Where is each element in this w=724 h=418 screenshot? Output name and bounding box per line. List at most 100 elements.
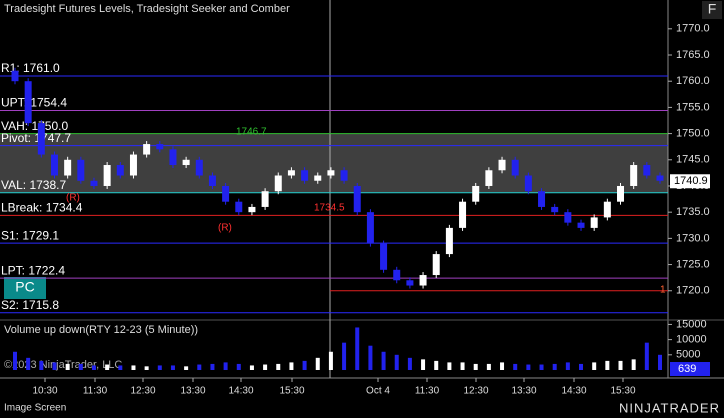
- volume-bar: [157, 365, 162, 370]
- pc-button[interactable]: [4, 277, 46, 299]
- time-label: 14:30: [561, 386, 586, 397]
- volume-bar: [644, 342, 649, 370]
- price-tick-label: 1760.0: [676, 75, 710, 87]
- volume-bar: [579, 363, 584, 370]
- volume-bar: [236, 363, 241, 370]
- candle-body: [603, 201, 611, 218]
- volume-title: Volume up down(RTY 12-23 (5 Minute)): [4, 324, 198, 336]
- volume-bar: [500, 362, 505, 370]
- corner-button[interactable]: [702, 1, 722, 19]
- volume-bar: [105, 364, 110, 370]
- volume-bar: [434, 360, 439, 370]
- time-label: 12:30: [463, 386, 488, 397]
- volume-bar: [447, 362, 452, 370]
- volume-bar: [368, 345, 373, 370]
- candle-body: [314, 175, 322, 181]
- candle-body: [380, 243, 388, 270]
- volume-bar: [39, 360, 44, 370]
- level-label: VAH: 1750.0: [1, 119, 68, 133]
- volume-bar: [13, 351, 17, 370]
- volume-bar: [473, 363, 478, 370]
- last-price-label: 1740.9: [674, 175, 708, 187]
- level-label: LPT: 1722.4: [1, 263, 65, 277]
- candle-body: [524, 175, 532, 192]
- candle-body: [129, 154, 137, 176]
- annotation: 1734.5: [314, 203, 345, 214]
- volume-bar: [91, 365, 96, 370]
- volume-bar: [210, 363, 215, 370]
- candle-body: [617, 185, 625, 202]
- volume-bar: [381, 351, 386, 370]
- annotation: (R): [218, 223, 232, 234]
- candle-body: [340, 170, 348, 181]
- volume-bar: [170, 365, 175, 370]
- pc-button-label[interactable]: PC: [15, 279, 34, 295]
- value-area: [0, 133, 668, 193]
- level-label: S1: 1729.1: [1, 228, 59, 242]
- candle-body: [77, 159, 85, 181]
- price-tick-label: 1770.0: [676, 23, 710, 35]
- volume-bar: [552, 363, 557, 370]
- level-label: Pivot: 1747.7: [1, 131, 71, 145]
- candle-body: [11, 70, 19, 82]
- candle-body: [551, 206, 559, 213]
- volume-bar: [658, 354, 662, 370]
- candle-body: [327, 170, 335, 176]
- status-text: Image Screen: [4, 403, 66, 414]
- time-label: 11:30: [415, 386, 440, 397]
- candle-body: [64, 159, 72, 176]
- candle-body: [577, 222, 585, 228]
- price-tick-label: 1750.0: [676, 127, 710, 139]
- time-label: 10:30: [32, 386, 57, 397]
- volume-bar: [263, 364, 268, 370]
- level-label: R1: 1761.0: [1, 61, 60, 75]
- price-tick-label: 1765.0: [676, 49, 710, 61]
- candle-body: [301, 170, 309, 181]
- time-label: 12:30: [130, 386, 155, 397]
- volume-tick-label: 15000: [676, 318, 707, 330]
- volume-bar: [78, 363, 83, 370]
- annotation: 1746.7: [236, 127, 267, 138]
- annotation: 1: [660, 285, 666, 296]
- candle-body: [498, 159, 506, 171]
- candle-body: [630, 165, 638, 186]
- candle-body: [459, 201, 467, 228]
- candle-body: [419, 275, 427, 286]
- level-label: UPT: 1754.4: [1, 96, 67, 110]
- volume-tick-label: 10000: [676, 334, 707, 346]
- candle-body: [208, 175, 216, 186]
- volume-bar: [605, 360, 610, 370]
- price-tick-label: 1725.0: [676, 258, 710, 270]
- volume-bar: [421, 359, 426, 370]
- candle-body: [235, 201, 243, 213]
- volume-bar: [52, 362, 57, 370]
- candle-body: [538, 191, 546, 207]
- corner-button-label[interactable]: F: [708, 1, 717, 17]
- candle-body: [156, 144, 164, 150]
- candle-body: [24, 81, 32, 124]
- candle-body: [287, 170, 295, 176]
- level-label: S2: 1715.8: [1, 298, 59, 312]
- volume-bar: [342, 342, 347, 370]
- volume-tick-label: 5000: [676, 349, 700, 361]
- volume-bar: [526, 364, 531, 370]
- price-tick-label: 1730.0: [676, 232, 710, 244]
- volume-bar: [289, 362, 294, 370]
- volume-bar: [65, 363, 70, 370]
- time-label: 13:30: [180, 386, 205, 397]
- volume-bar: [302, 360, 307, 370]
- volume-bar: [460, 362, 465, 370]
- candle-body: [406, 280, 414, 286]
- candle-body: [643, 165, 651, 176]
- volume-bar: [223, 362, 228, 370]
- volume-bar: [249, 365, 254, 370]
- candle-body: [472, 185, 480, 202]
- candle-body: [656, 175, 664, 181]
- time-label: 14:30: [228, 386, 253, 397]
- volume-bar: [407, 357, 412, 370]
- volume-bar: [328, 351, 333, 370]
- time-label: 11:30: [83, 386, 108, 397]
- level-label: VAL: 1738.7: [1, 178, 66, 192]
